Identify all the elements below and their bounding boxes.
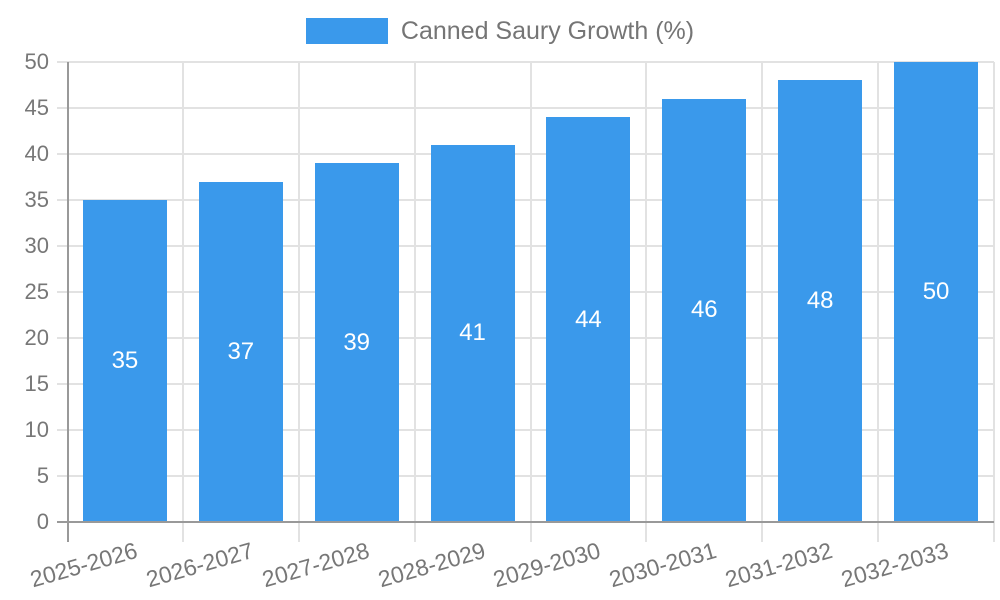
- y-tick-label: 0: [36, 509, 49, 534]
- y-tick-label: 25: [24, 279, 49, 304]
- bar-value-label: 41: [459, 319, 486, 347]
- x-tick-label: 2027-2028: [258, 537, 372, 593]
- y-tick-label: 35: [24, 187, 49, 212]
- x-tick-label: 2029-2030: [490, 537, 604, 593]
- v-gridline: [993, 62, 995, 542]
- y-tick-label: 10: [24, 417, 49, 442]
- bar-2030-2031[interactable]: 46: [662, 98, 747, 522]
- h-gridline: [57, 153, 994, 155]
- h-gridline: [57, 291, 994, 293]
- y-tick-label: 15: [24, 371, 49, 396]
- h-gridline: [57, 429, 994, 431]
- y-tick-label: 20: [24, 325, 49, 350]
- bar-value-label: 48: [806, 287, 834, 315]
- y-axis-line: [67, 62, 69, 542]
- y-tick-label: 45: [24, 95, 49, 120]
- bar-value-label: 44: [575, 305, 602, 333]
- v-gridline: [181, 62, 184, 542]
- y-tick-label: 50: [24, 49, 49, 74]
- bar-value-label: 35: [111, 347, 139, 374]
- v-gridline: [297, 62, 300, 542]
- bar-2028-2029[interactable]: 41: [430, 144, 515, 522]
- y-tick-label: 5: [36, 463, 49, 488]
- bar-value-label: 37: [227, 337, 255, 365]
- bar-2031-2032[interactable]: 48: [778, 80, 863, 522]
- x-tick-label: 2025-2026: [27, 537, 141, 593]
- h-gridline: [57, 337, 994, 339]
- v-gridline: [529, 62, 532, 542]
- h-gridline: [57, 245, 994, 247]
- bar-2027-2028[interactable]: 39: [314, 163, 399, 522]
- bar-value-label: 50: [922, 278, 950, 305]
- v-gridline: [413, 62, 416, 542]
- h-gridline: [57, 107, 994, 109]
- x-tick-label: 2032-2033: [838, 537, 952, 593]
- bar-2026-2027[interactable]: 37: [198, 181, 283, 522]
- y-tick-label: 30: [24, 233, 49, 258]
- h-gridline: [57, 475, 994, 477]
- h-gridline: [57, 199, 994, 201]
- legend-swatch: [305, 18, 388, 44]
- y-tick-label: 40: [24, 141, 49, 166]
- x-tick-label: 2026-2027: [143, 537, 256, 593]
- v-gridline: [761, 62, 764, 542]
- x-tick-label: 2028-2029: [374, 537, 488, 593]
- v-gridline: [877, 62, 880, 542]
- v-gridline: [645, 62, 648, 542]
- legend-label: Canned Saury Growth (%): [400, 17, 695, 45]
- bar-2029-2030[interactable]: 44: [546, 117, 631, 522]
- bar-value-label: 46: [690, 296, 718, 324]
- bar-2032-2033[interactable]: 50: [894, 62, 979, 522]
- h-gridline: [57, 61, 994, 63]
- h-gridline: [57, 383, 994, 385]
- x-axis-line: [57, 521, 994, 523]
- bar-value-label: 39: [343, 328, 371, 356]
- x-tick-label: 2031-2032: [722, 537, 836, 593]
- bar-2025-2026[interactable]: 35: [82, 200, 167, 522]
- x-tick-label: 2030-2031: [606, 537, 720, 593]
- legend-item[interactable]: Canned Saury Growth (%): [0, 16, 1000, 46]
